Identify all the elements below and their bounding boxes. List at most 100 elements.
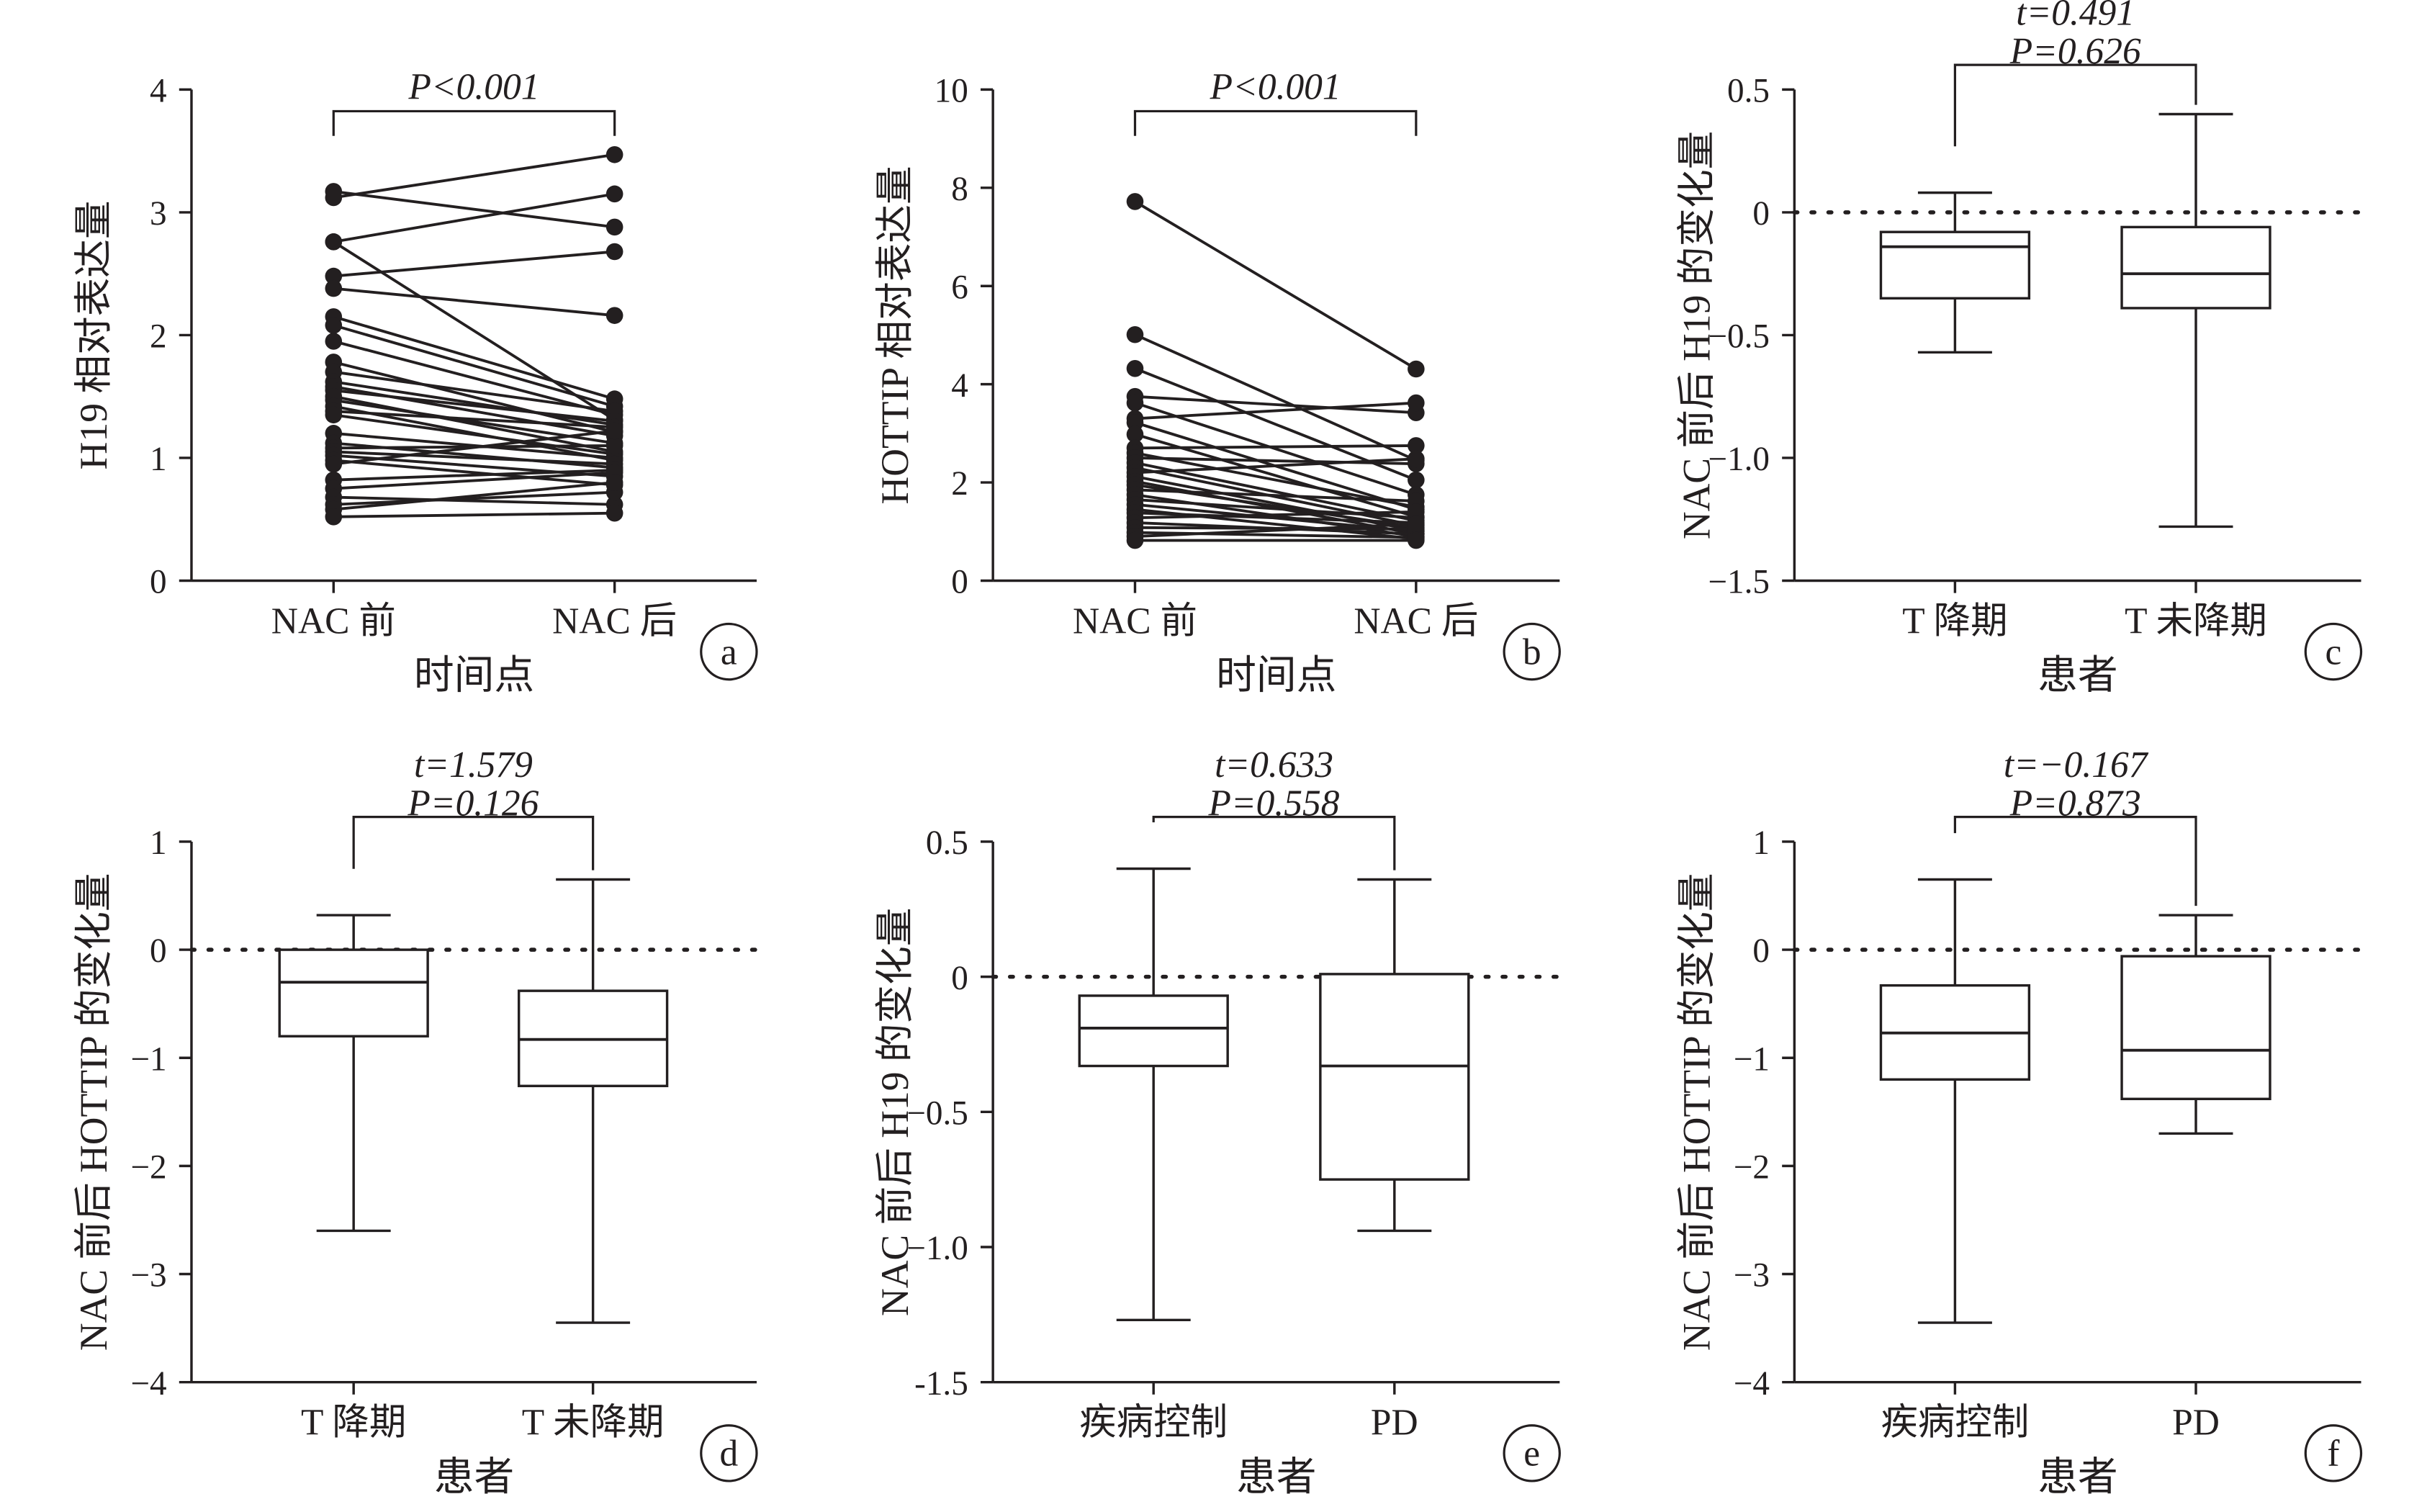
y-tick-label: 0 xyxy=(951,960,968,997)
pair-line xyxy=(333,361,616,434)
pair-line xyxy=(1135,526,1416,531)
pair-line xyxy=(1134,200,1417,371)
point-after xyxy=(605,422,623,440)
point-before xyxy=(1126,325,1144,343)
y-tick-label: 4 xyxy=(150,73,167,110)
point-before xyxy=(325,233,343,251)
pair-line xyxy=(1135,498,1416,520)
panel-letter-circle xyxy=(1503,622,1561,681)
t-statistic-label: t=0.491 xyxy=(2016,0,2135,33)
point-before xyxy=(325,455,343,473)
y-tick-label: 2 xyxy=(951,465,968,503)
y-tick-label: −1.5 xyxy=(1708,564,1770,601)
y-tick-label: 0.5 xyxy=(1727,73,1770,110)
x-tick-label: PD xyxy=(2172,1403,2220,1444)
x-tick-label: PD xyxy=(1371,1403,1418,1444)
y-tick-label: -1.5 xyxy=(914,1365,968,1403)
p-value-label: P<0.001 xyxy=(1210,66,1341,107)
pair-line xyxy=(333,192,615,243)
significance-bracket xyxy=(1953,816,2197,906)
y-tick-label: 0 xyxy=(1752,932,1770,970)
box-iqr xyxy=(1078,994,1229,1068)
pair-line xyxy=(333,511,615,518)
point-after xyxy=(605,145,623,163)
pair-line xyxy=(1135,511,1416,524)
pair-line xyxy=(1135,444,1416,450)
pair-line xyxy=(333,190,615,229)
panel-letter-circle xyxy=(2304,1424,2363,1482)
point-after xyxy=(1408,503,1425,521)
x-tick-label: NAC 前 xyxy=(1073,600,1197,642)
point-after xyxy=(605,474,623,491)
pair-line xyxy=(333,429,615,466)
pair-line xyxy=(333,287,615,318)
y-tick-label: −3 xyxy=(1734,1257,1770,1295)
pair-line xyxy=(333,413,615,456)
significance-bracket xyxy=(332,109,616,136)
pair-line xyxy=(333,389,615,423)
pair-line xyxy=(333,380,615,426)
pair-line xyxy=(333,323,616,408)
pair-line xyxy=(333,471,615,490)
panel-letter-circle xyxy=(1503,1424,1561,1482)
point-before xyxy=(325,189,343,207)
significance-bracket xyxy=(1953,63,2197,147)
y-tick-label: 2 xyxy=(150,318,167,356)
pair-line xyxy=(333,450,615,466)
p-value-label: P=0.126 xyxy=(407,783,539,824)
x-tick-label: T 未降期 xyxy=(522,1403,665,1444)
pair-line xyxy=(1135,523,1416,539)
x-tick-label: T 未降期 xyxy=(2125,600,2267,642)
y-tick-label: 0 xyxy=(1752,195,1770,233)
t-statistic-label: t=−0.167 xyxy=(2004,744,2149,786)
x-tick-label: T 降期 xyxy=(301,1403,406,1444)
point-after xyxy=(605,437,623,454)
pair-line xyxy=(1135,461,1417,523)
point-before xyxy=(1126,414,1144,431)
box-iqr xyxy=(1879,230,2031,300)
pair-line xyxy=(333,469,615,482)
box-iqr xyxy=(2120,955,2271,1101)
p-value-label: P=0.558 xyxy=(1208,783,1340,824)
x-tick-label: 疾病控制 xyxy=(1079,1403,1228,1444)
point-after xyxy=(1408,516,1425,533)
y-tick-label: −0.5 xyxy=(906,1094,968,1132)
p-value-label: P=0.626 xyxy=(2009,31,2141,72)
x-axis-title: 患者 xyxy=(2037,1455,2118,1500)
y-tick-label: −1 xyxy=(1734,1040,1770,1078)
y-tick-label: 0.5 xyxy=(926,824,968,862)
y-tick-label: −1 xyxy=(130,1040,166,1078)
x-tick-label: NAC 后 xyxy=(552,600,677,642)
panel-e: 0.5 0 −0.5 −1.0 -1.5 疾病控制 PD 患者 NAC 前后 H19 的变化量 e… xyxy=(873,744,1562,1500)
panel-letter: a xyxy=(721,631,737,672)
point-after xyxy=(605,218,623,236)
pair-line xyxy=(333,395,616,454)
x-axis-title: 时间点 xyxy=(414,654,534,698)
point-before xyxy=(1126,193,1144,210)
p-value-label: P<0.001 xyxy=(407,66,539,107)
y-tick-label: −2 xyxy=(1734,1149,1770,1187)
y-tick-label: 10 xyxy=(935,73,968,110)
y-tick-label: 4 xyxy=(951,367,968,405)
pair-line xyxy=(1135,395,1416,415)
point-after xyxy=(605,185,623,203)
y-tick-label: 1 xyxy=(150,441,167,478)
x-axis-title: 时间点 xyxy=(1216,654,1336,698)
pair-line xyxy=(1134,333,1417,462)
panel-letter: e xyxy=(1523,1433,1540,1474)
point-before xyxy=(325,316,343,334)
pair-line xyxy=(1135,456,1416,466)
pair-line xyxy=(333,153,615,199)
y-tick-label: 3 xyxy=(150,195,167,233)
y-tick-label: 0 xyxy=(951,564,968,601)
pair-line xyxy=(1135,510,1416,520)
significance-bracket xyxy=(1152,816,1396,870)
pair-line xyxy=(333,250,615,278)
y-tick-label: −2 xyxy=(130,1149,166,1187)
y-axis-title: NAC 前后 H19 的变化量 xyxy=(1675,131,1718,539)
pair-line xyxy=(333,340,616,417)
